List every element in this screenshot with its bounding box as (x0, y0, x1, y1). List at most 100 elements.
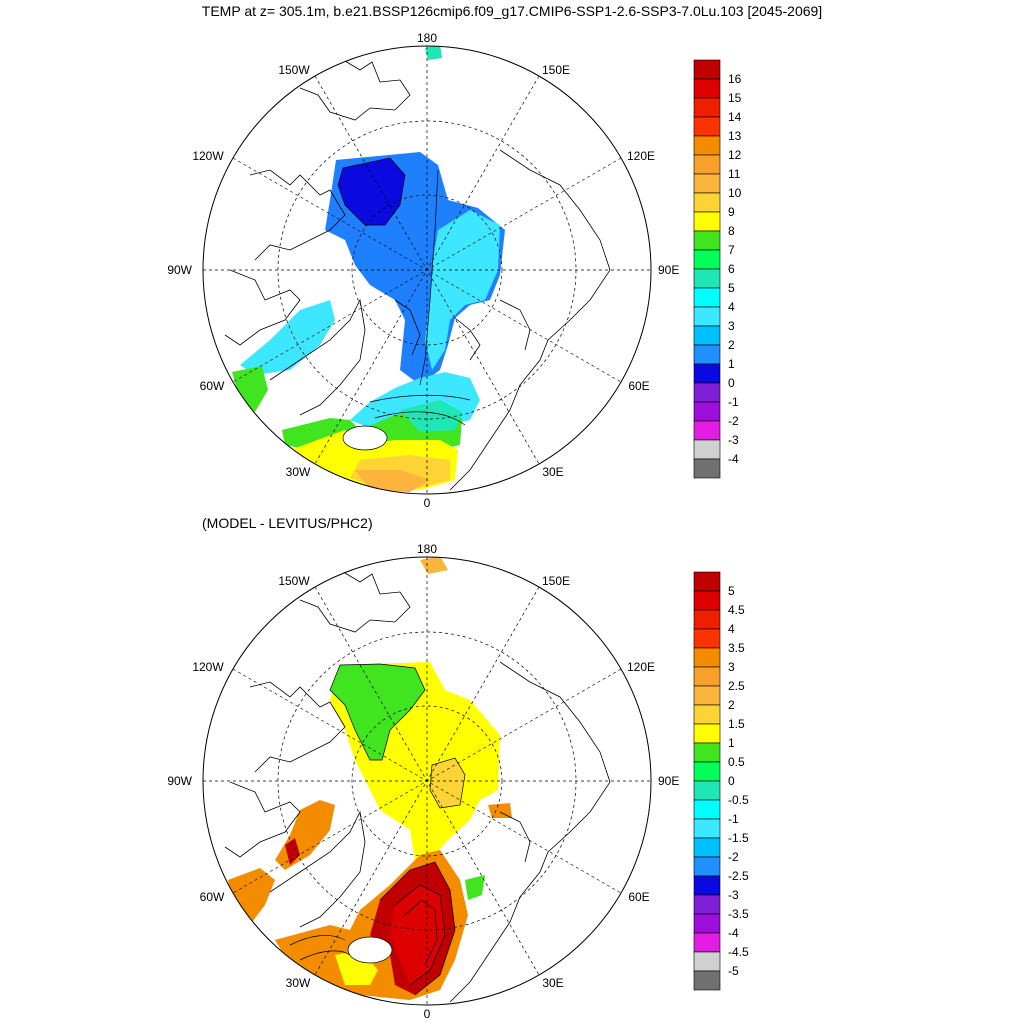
colorbar-label: 8 (728, 224, 735, 238)
colorbar-swatch (693, 116, 721, 137)
colorbar-label: 1.5 (728, 717, 745, 731)
colorbar-swatch (693, 287, 721, 308)
bottom-field-green-svalbard (465, 875, 485, 900)
bottom-field-orange-baffin (275, 800, 335, 870)
colorbar-swatch (693, 723, 721, 744)
bottom-graticule (203, 557, 651, 1005)
top-field-teal (400, 400, 462, 432)
bottom-map-fields (224, 557, 611, 1003)
colorbar-swatch (693, 856, 721, 877)
colorbar-swatch (693, 97, 721, 118)
lon-label: 90E (658, 774, 679, 788)
colorbar-label: -1 (728, 812, 739, 826)
lon-label: 150E (542, 63, 570, 77)
bottom-longitude-labels: 180 150E 120E 90E 60E 30E 0 30W 60W 90W … (167, 542, 679, 1021)
colorbar-label: 2 (728, 338, 735, 352)
colorbar-swatch (693, 249, 721, 270)
colorbar-label: 14 (728, 110, 742, 124)
colorbar-label: 15 (728, 91, 742, 105)
colorbar-swatch (693, 704, 721, 725)
top-field-cyan-baffin (240, 300, 335, 375)
colorbar-label: 0 (728, 376, 735, 390)
colorbar-swatch (693, 818, 721, 839)
bottom-colorbar: 5 4.5 4 3.5 3 2.5 2 1.5 1 0.5 0 -0.5 -1 -1.5 -2 -2.5 -3 -… (693, 571, 749, 991)
colorbar-label: 13 (728, 129, 742, 143)
colorbar-label: 4 (728, 300, 735, 314)
bottom-field-gold-patch (430, 758, 465, 808)
top-map-border (202, 45, 652, 495)
colorbar-swatch (693, 932, 721, 953)
colorbar-swatch (693, 913, 721, 934)
lon-label: 30E (542, 976, 563, 990)
lon-label: 180 (417, 542, 437, 556)
colorbar-label: 9 (728, 205, 735, 219)
colorbar-swatch (693, 420, 721, 441)
lon-label: 120E (627, 149, 655, 163)
colorbar-swatch (693, 875, 721, 896)
top-coastlines (224, 57, 611, 491)
bottom-field-red-baffin (285, 838, 300, 865)
colorbar-swatch (693, 325, 721, 346)
colorbar-label: 11 (728, 167, 741, 181)
colorbar-label: 1 (728, 736, 735, 750)
colorbar-label: 3 (728, 319, 735, 333)
colorbar-label: 4 (728, 622, 735, 636)
lon-label: 120W (192, 149, 224, 163)
lon-label: 120E (627, 660, 655, 674)
colorbar-swatch (693, 590, 721, 611)
colorbar-label: -1.5 (728, 831, 749, 845)
colorbar-label: -0.5 (728, 793, 749, 807)
colorbar-label: -5 (728, 964, 739, 978)
bottom-map-panel: 180 150E 120E 90E 60E 30E 0 30W 60W 90W … (167, 542, 749, 1021)
colorbar-swatch (693, 609, 721, 630)
colorbar-swatch (693, 173, 721, 194)
top-iceland-mask (342, 425, 388, 451)
colorbar-swatch (693, 211, 721, 232)
colorbar-label: 3.5 (728, 641, 745, 655)
lon-label: 150W (278, 63, 310, 77)
bottom-field-orange-svalbard (488, 803, 512, 818)
colorbar-swatch (693, 799, 721, 820)
colorbar-swatch (693, 647, 721, 668)
colorbar-label: -3 (728, 888, 739, 902)
colorbar-swatch (693, 230, 721, 251)
colorbar-label: 2 (728, 698, 735, 712)
colorbar-label: 12 (728, 148, 742, 162)
top-field-deep-blue (338, 158, 405, 225)
colorbar-swatch (693, 837, 721, 858)
colorbar-label: -2.5 (728, 869, 749, 883)
colorbar-label: 0.5 (728, 755, 745, 769)
colorbar-swatch (693, 666, 721, 687)
colorbar-label: -1 (728, 395, 739, 409)
top-graticule (203, 46, 651, 494)
colorbar-swatch (693, 268, 721, 289)
colorbar-swatch (693, 439, 721, 460)
colorbar-swatch (693, 382, 721, 403)
top-field-bering (425, 46, 442, 60)
colorbar-swatch (693, 742, 721, 763)
bottom-field-green (330, 664, 425, 760)
lon-label: 0 (424, 496, 431, 510)
colorbar-swatch (693, 363, 721, 384)
colorbar-swatch (693, 780, 721, 801)
colorbar-label: 6 (728, 262, 735, 276)
colorbar-swatch (693, 951, 721, 972)
colorbar-swatch (693, 894, 721, 915)
colorbar-swatch (693, 970, 721, 991)
colorbar-swatch (693, 761, 721, 782)
colorbar-swatch (693, 135, 721, 156)
top-map-panel: 180 150E 120E 90E 60E 30E 0 30W 60W 90W … (167, 31, 741, 510)
colorbar-swatch (693, 458, 721, 479)
difference-subtitle: (MODEL - LEVITUS/PHC2) (202, 515, 373, 531)
lon-label: 30W (286, 465, 311, 479)
colorbar-swatch (693, 306, 721, 327)
top-contours (337, 157, 471, 426)
colorbar-swatch (693, 685, 721, 706)
bottom-iceland-mask (347, 936, 393, 964)
bottom-map-border (202, 556, 652, 1006)
lon-label: 60W (200, 379, 225, 393)
lon-label: 30W (286, 976, 311, 990)
figure-title: TEMP at z= 305.1m, b.e21.BSSP126cmip6.f0… (201, 3, 823, 19)
